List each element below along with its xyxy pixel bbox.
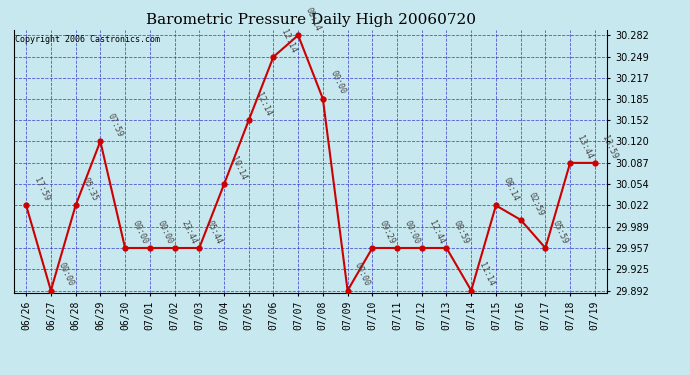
- Text: 08:14: 08:14: [502, 176, 520, 203]
- Text: 17:59: 17:59: [32, 176, 50, 203]
- Text: 05:59: 05:59: [551, 219, 570, 245]
- Text: 09:29: 09:29: [378, 219, 397, 245]
- Title: Barometric Pressure Daily High 20060720: Barometric Pressure Daily High 20060720: [146, 13, 475, 27]
- Text: 08:59: 08:59: [452, 219, 471, 245]
- Text: 07:59: 07:59: [106, 112, 125, 138]
- Text: 05:44: 05:44: [205, 219, 224, 245]
- Text: 08:14: 08:14: [304, 6, 322, 33]
- Text: 00:00: 00:00: [402, 219, 422, 245]
- Text: 00:00: 00:00: [155, 219, 174, 245]
- Text: 13:44: 13:44: [575, 134, 594, 160]
- Text: 00:00: 00:00: [328, 69, 347, 96]
- Text: 11:14: 11:14: [477, 261, 495, 288]
- Text: 05:35: 05:35: [81, 176, 100, 203]
- Text: Copyright 2006 Castronics.com: Copyright 2006 Castronics.com: [15, 35, 160, 44]
- Text: 00:00: 00:00: [130, 219, 149, 245]
- Text: 12:44: 12:44: [427, 219, 446, 245]
- Text: 13:59: 13:59: [600, 134, 619, 160]
- Text: 12:14: 12:14: [279, 28, 297, 54]
- Text: 00:00: 00:00: [57, 261, 75, 288]
- Text: 23:44: 23:44: [180, 219, 199, 245]
- Text: 00:00: 00:00: [353, 261, 372, 288]
- Text: 02:59: 02:59: [526, 190, 545, 217]
- Text: 10:14: 10:14: [230, 155, 248, 182]
- Text: 12:14: 12:14: [254, 91, 273, 117]
